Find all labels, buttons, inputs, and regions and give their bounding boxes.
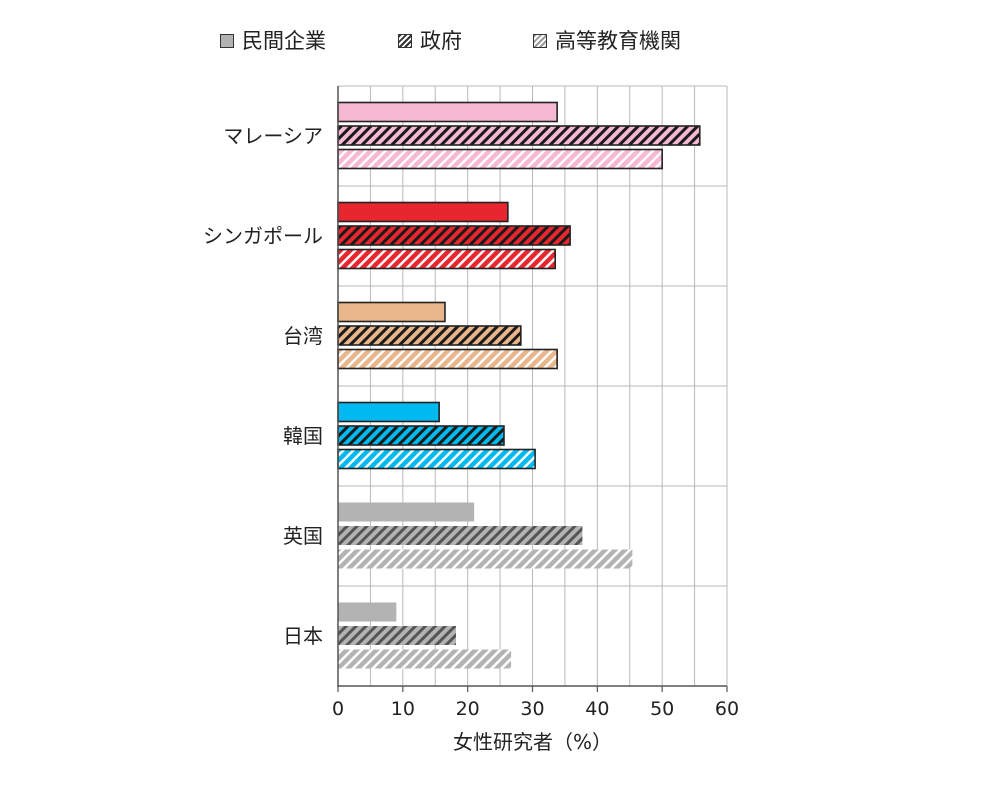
grid <box>338 85 728 687</box>
bar-higher-education <box>337 248 556 270</box>
legend-swatch-solid <box>220 34 234 48</box>
x-tick-label: 0 <box>332 698 344 720</box>
category-label: 韓国 <box>283 424 323 448</box>
axes <box>337 86 728 692</box>
bar-higher-education <box>338 649 512 669</box>
bar-government <box>337 225 571 246</box>
category-label: 英国 <box>283 524 323 548</box>
x-tick-label: 60 <box>715 698 739 720</box>
legend-item-higher-education: 高等教育機関 <box>533 26 681 56</box>
bar-private <box>337 101 558 123</box>
legend-item-private: 民間企業 <box>220 26 326 56</box>
category-label: 台湾 <box>283 324 323 348</box>
category-label: シンガポール <box>203 224 323 248</box>
x-tick-label: 40 <box>585 698 609 720</box>
bar-government <box>337 325 522 346</box>
bar-higher-education <box>337 148 663 170</box>
x-tick-label: 10 <box>391 698 415 720</box>
bar-private <box>338 502 475 522</box>
bar-government <box>338 626 456 645</box>
x-tick-label: 30 <box>520 698 544 720</box>
bar-private <box>337 401 440 423</box>
bar-private <box>337 201 509 223</box>
bar-government <box>338 526 583 545</box>
legend-label: 高等教育機関 <box>555 29 681 53</box>
legend-label: 政府 <box>420 29 462 53</box>
category-label: 日本 <box>283 624 323 648</box>
category-label: マレーシア <box>223 124 323 148</box>
bar-government <box>337 425 505 446</box>
legend: 民間企業 政府 高等教育機関 <box>0 26 1000 56</box>
bar-government <box>337 125 701 146</box>
x-axis-title: 女性研究者（%） <box>453 730 612 754</box>
bar-private <box>337 301 446 323</box>
legend-swatch-light-hatch <box>533 34 547 48</box>
x-tick-label: 50 <box>650 698 674 720</box>
bar-higher-education <box>337 448 536 470</box>
legend-swatch-dense-hatch <box>398 34 412 48</box>
legend-label: 民間企業 <box>242 29 326 53</box>
x-tick-label: 20 <box>456 698 480 720</box>
bar-higher-education <box>338 549 633 569</box>
bar-private <box>338 602 397 622</box>
bar-higher-education <box>337 348 558 370</box>
legend-item-government: 政府 <box>398 26 462 56</box>
